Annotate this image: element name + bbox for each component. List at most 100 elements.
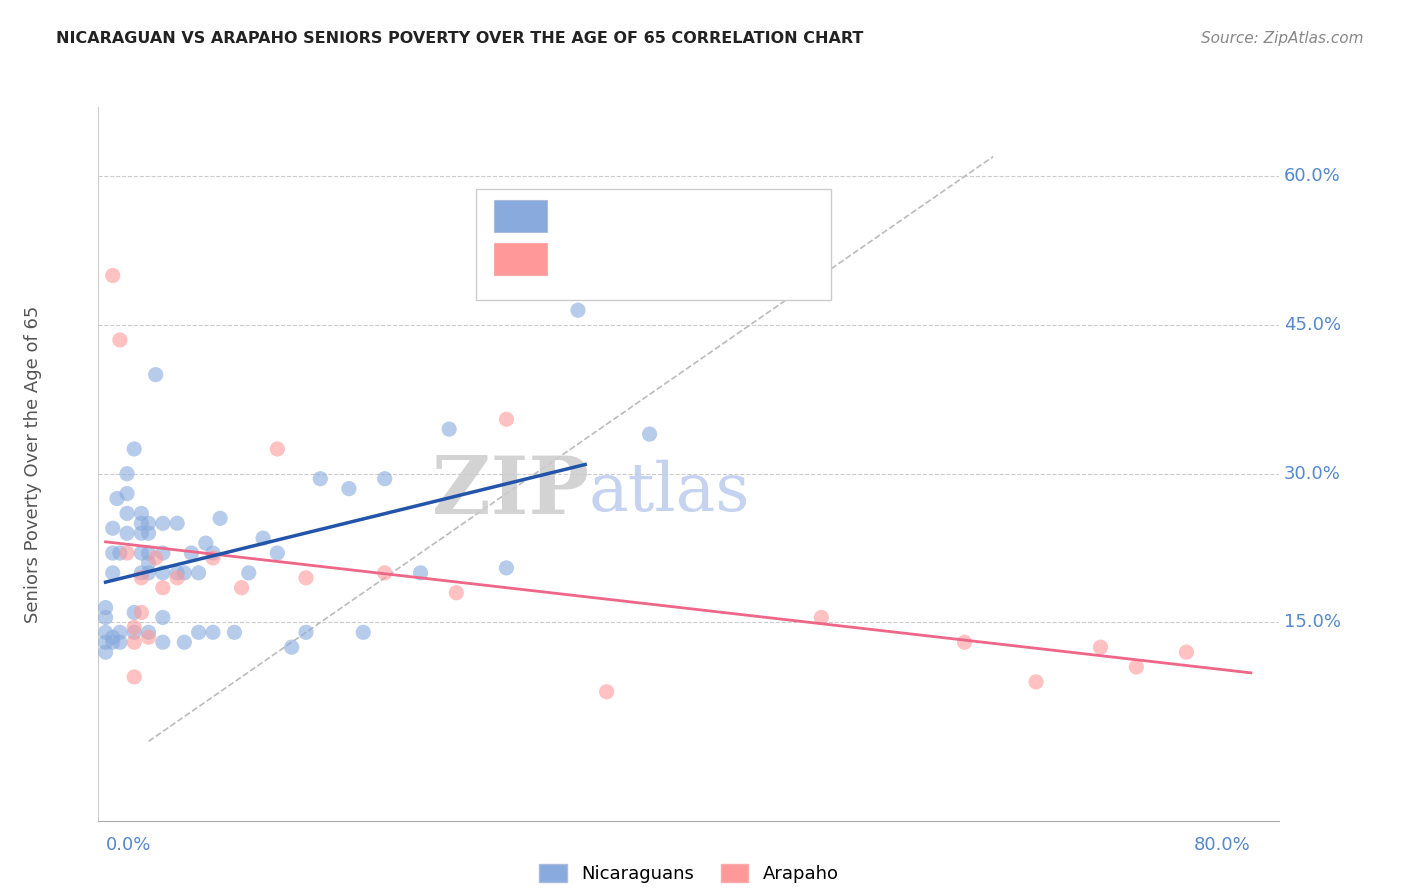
Legend: Nicaraguans, Arapaho: Nicaraguans, Arapaho (533, 856, 845, 890)
Point (101, 546, 124, 560)
Point (180, 546, 202, 560)
Point (309, 472, 332, 486)
Point (122, 442, 145, 456)
Point (115, 546, 138, 560)
Point (131, 507, 153, 521)
Point (166, 571, 188, 585)
Point (1025, 674, 1047, 689)
Point (94, 610, 117, 624)
Point (252, 531, 274, 545)
Point (238, 566, 260, 580)
Point (108, 625, 131, 640)
Point (94, 600, 117, 615)
Point (173, 566, 195, 580)
Point (138, 625, 160, 640)
Point (266, 442, 288, 456)
Point (209, 511, 232, 525)
Point (1090, 640, 1112, 655)
Point (101, 630, 124, 644)
Point (101, 521, 124, 535)
Point (131, 566, 153, 580)
Point (138, 566, 160, 580)
Point (201, 625, 224, 640)
Point (108, 635, 131, 649)
Point (201, 551, 224, 566)
Text: Source: ZipAtlas.com: Source: ZipAtlas.com (1201, 31, 1364, 46)
Point (437, 422, 460, 436)
Point (295, 625, 318, 640)
Point (138, 516, 160, 531)
Text: 0.0%: 0.0% (105, 836, 150, 854)
Point (337, 482, 360, 496)
Point (152, 581, 174, 595)
Point (122, 625, 145, 640)
Point (108, 546, 131, 560)
Point (567, 303, 589, 318)
FancyBboxPatch shape (494, 243, 547, 275)
Text: 60.0%: 60.0% (1284, 168, 1340, 186)
Point (495, 412, 517, 426)
Point (131, 606, 153, 620)
FancyBboxPatch shape (477, 189, 831, 300)
Text: ZIP: ZIP (432, 453, 589, 532)
Point (94, 635, 117, 649)
Text: N = 26: N = 26 (700, 250, 768, 268)
Point (122, 620, 145, 634)
Point (101, 635, 124, 649)
Text: NICARAGUAN VS ARAPAHO SENIORS POVERTY OVER THE AGE OF 65 CORRELATION CHART: NICARAGUAN VS ARAPAHO SENIORS POVERTY OV… (56, 31, 863, 46)
Point (138, 546, 160, 560)
Point (115, 507, 138, 521)
Text: 80.0%: 80.0% (1194, 836, 1251, 854)
Text: R = -0.167: R = -0.167 (565, 250, 671, 268)
Point (810, 610, 832, 624)
FancyBboxPatch shape (494, 200, 547, 232)
Point (115, 486, 138, 500)
Point (138, 630, 160, 644)
Point (280, 640, 302, 655)
Point (166, 566, 188, 580)
Point (94, 625, 117, 640)
Point (115, 467, 138, 481)
Point (194, 536, 217, 550)
Point (231, 581, 253, 595)
Point (352, 625, 374, 640)
Text: Seniors Poverty Over the Age of 65: Seniors Poverty Over the Age of 65 (24, 305, 42, 623)
Point (94, 645, 117, 659)
Point (953, 635, 976, 649)
Point (152, 516, 174, 531)
Point (101, 268, 124, 283)
Point (224, 625, 246, 640)
Point (201, 546, 224, 560)
Point (115, 526, 138, 541)
Text: 15.0%: 15.0% (1284, 614, 1341, 632)
Point (131, 546, 153, 560)
Point (131, 516, 153, 531)
Point (187, 625, 209, 640)
Point (152, 635, 174, 649)
Point (122, 670, 145, 684)
Point (266, 546, 288, 560)
Point (1175, 645, 1198, 659)
Point (122, 635, 145, 649)
Point (101, 566, 124, 580)
Point (131, 526, 153, 541)
Text: N = 64: N = 64 (700, 207, 768, 225)
Point (495, 561, 517, 575)
Point (152, 610, 174, 624)
Point (409, 566, 432, 580)
Point (145, 551, 167, 566)
Point (374, 566, 396, 580)
Point (152, 566, 174, 580)
Point (152, 546, 174, 560)
Point (638, 427, 661, 442)
Text: 45.0%: 45.0% (1284, 316, 1341, 334)
Point (187, 566, 209, 580)
Point (166, 516, 188, 531)
Text: atlas: atlas (589, 459, 749, 525)
Point (173, 635, 195, 649)
Point (138, 556, 160, 570)
Text: 30.0%: 30.0% (1284, 465, 1341, 483)
Point (295, 571, 318, 585)
Point (122, 606, 145, 620)
Text: R = 0.420: R = 0.420 (565, 207, 664, 225)
